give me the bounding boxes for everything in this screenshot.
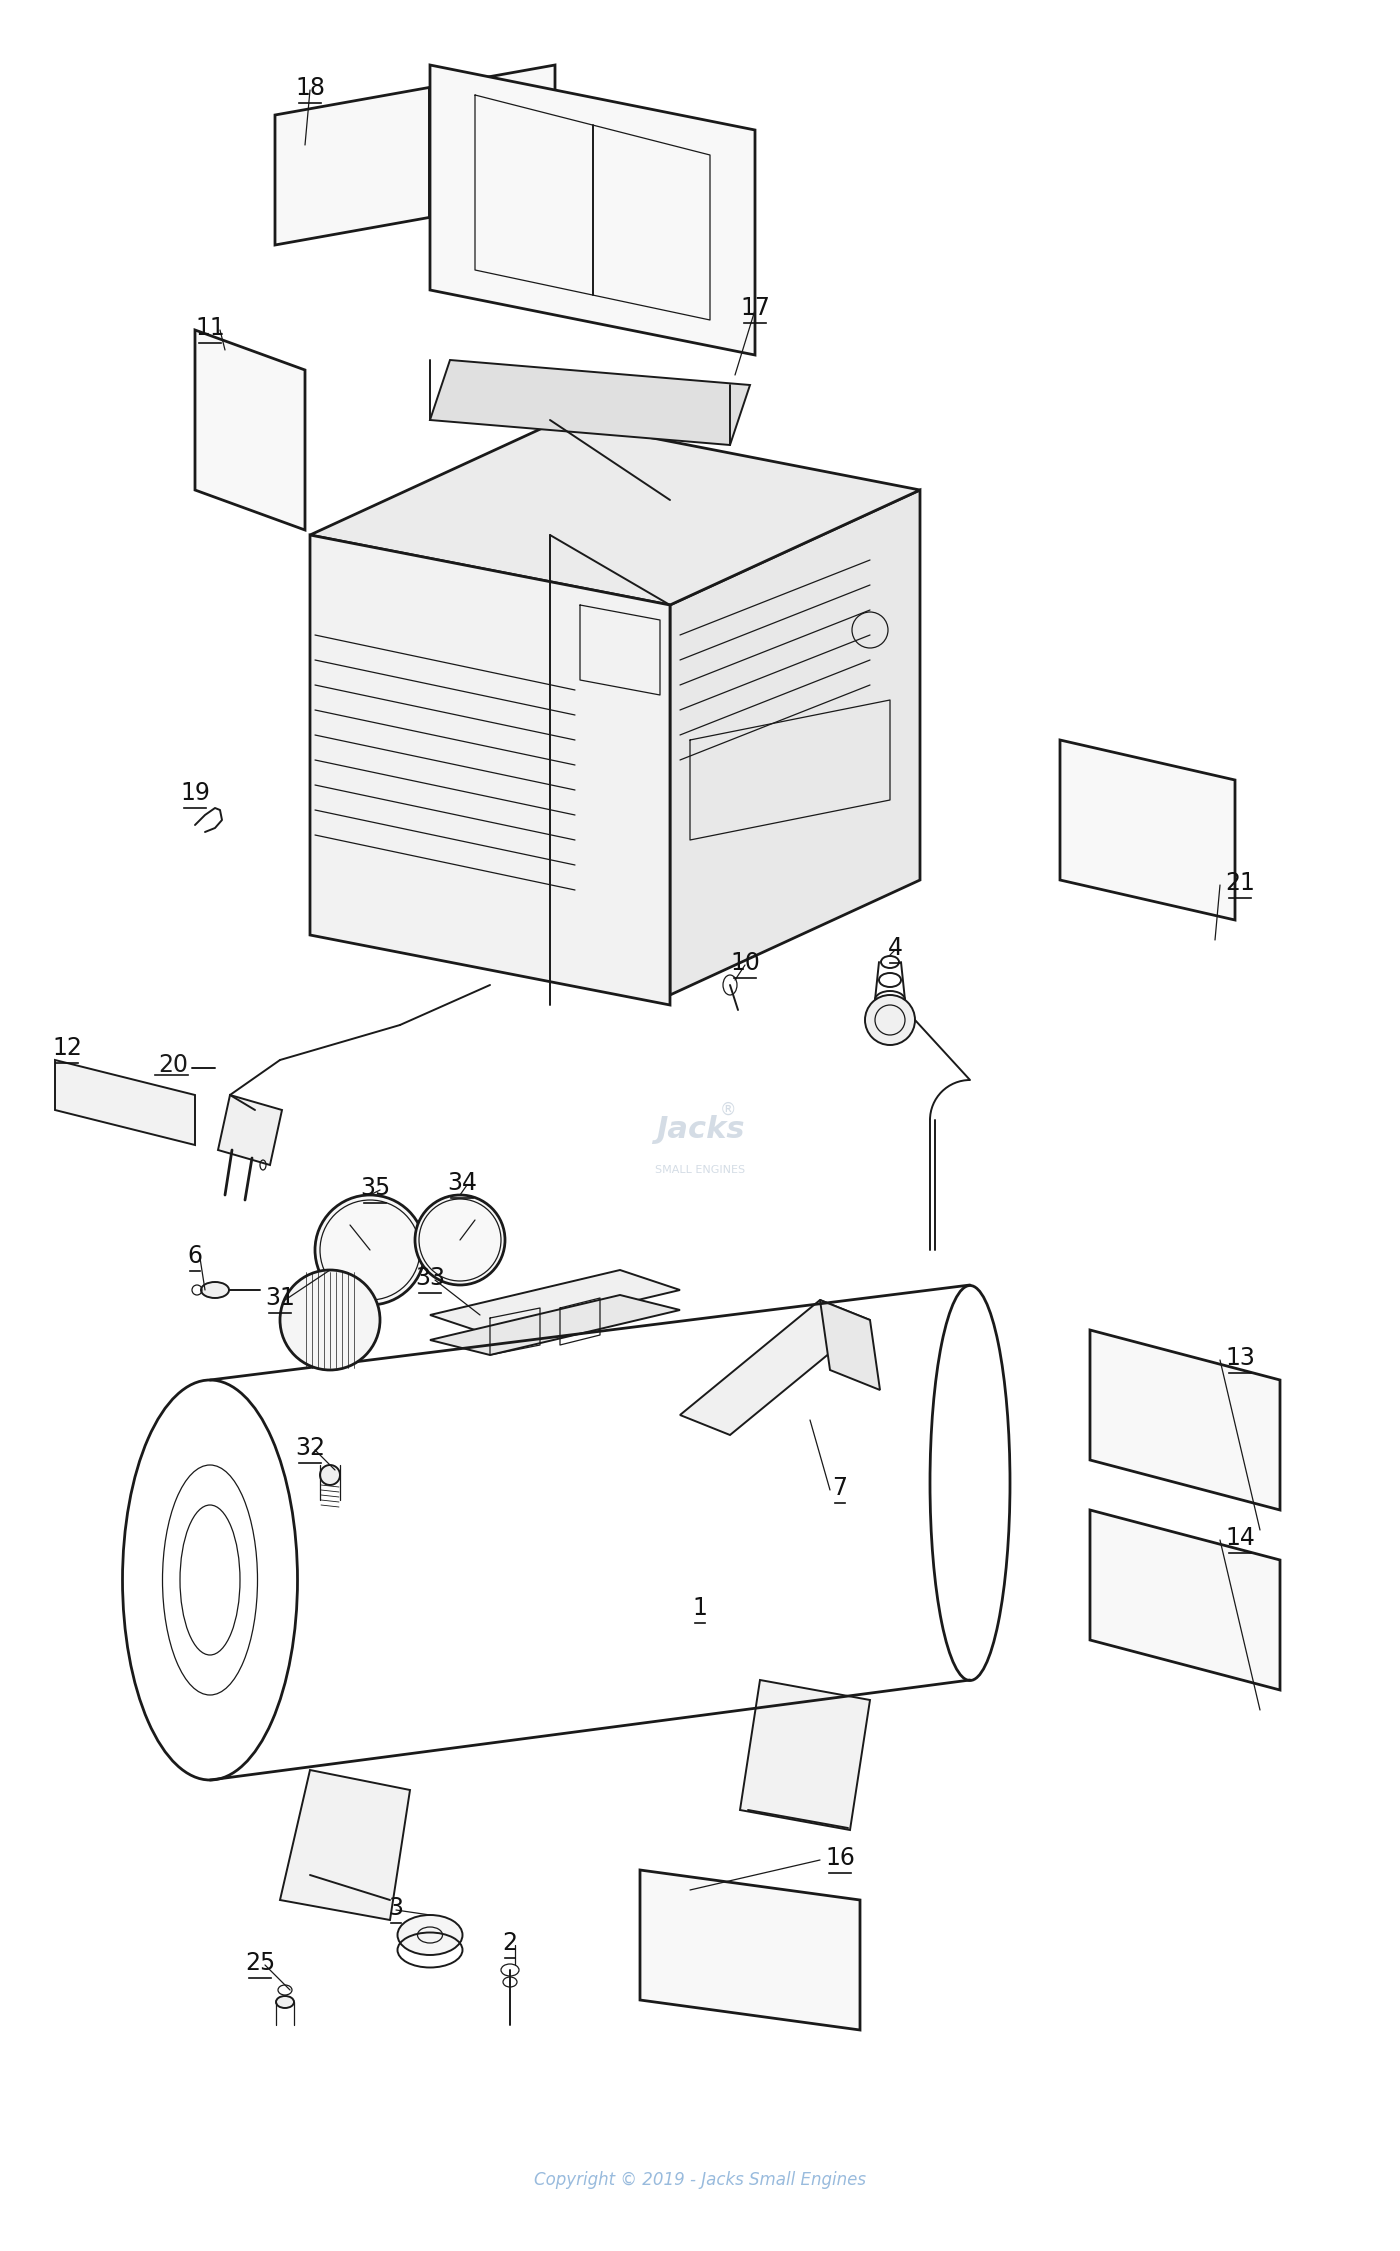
Text: 1: 1 xyxy=(693,1596,707,1621)
Text: SMALL ENGINES: SMALL ENGINES xyxy=(655,1166,745,1175)
Text: 10: 10 xyxy=(729,950,760,975)
Text: ®: ® xyxy=(720,1101,736,1119)
Text: 25: 25 xyxy=(245,1952,276,1974)
Text: 2: 2 xyxy=(503,1931,518,1956)
Text: 16: 16 xyxy=(825,1846,855,1871)
Polygon shape xyxy=(430,65,755,356)
Text: 6: 6 xyxy=(188,1245,203,1267)
Polygon shape xyxy=(671,491,920,995)
Text: 14: 14 xyxy=(1225,1526,1254,1551)
Text: 21: 21 xyxy=(1225,871,1254,896)
Text: 18: 18 xyxy=(295,77,325,99)
Text: 33: 33 xyxy=(414,1265,445,1290)
Text: Copyright © 2019 - Jacks Small Engines: Copyright © 2019 - Jacks Small Engines xyxy=(533,2170,867,2188)
Text: 12: 12 xyxy=(52,1035,83,1060)
Ellipse shape xyxy=(321,1465,340,1486)
Polygon shape xyxy=(309,421,920,606)
Ellipse shape xyxy=(280,1270,379,1371)
Polygon shape xyxy=(1091,1510,1280,1691)
Ellipse shape xyxy=(315,1195,426,1306)
Text: 19: 19 xyxy=(181,781,210,806)
Polygon shape xyxy=(1091,1330,1280,1510)
Text: 34: 34 xyxy=(447,1171,477,1195)
Ellipse shape xyxy=(865,995,916,1044)
Polygon shape xyxy=(195,331,305,529)
Text: 32: 32 xyxy=(295,1436,325,1461)
Polygon shape xyxy=(274,65,554,245)
Polygon shape xyxy=(430,1294,680,1355)
Text: 17: 17 xyxy=(741,295,770,320)
Text: 7: 7 xyxy=(833,1477,847,1499)
Polygon shape xyxy=(680,1301,869,1434)
Polygon shape xyxy=(309,536,671,1004)
Polygon shape xyxy=(1060,741,1235,921)
Polygon shape xyxy=(820,1301,881,1391)
Ellipse shape xyxy=(276,1997,294,2008)
Ellipse shape xyxy=(398,1916,462,1956)
Polygon shape xyxy=(280,1769,410,1920)
Polygon shape xyxy=(218,1094,281,1166)
Text: Jacks: Jacks xyxy=(655,1116,745,1144)
Ellipse shape xyxy=(414,1195,505,1285)
Text: 4: 4 xyxy=(888,936,903,959)
Polygon shape xyxy=(741,1679,869,1830)
Text: 11: 11 xyxy=(195,315,225,340)
Text: 31: 31 xyxy=(265,1285,295,1310)
Text: 13: 13 xyxy=(1225,1346,1254,1371)
Text: 35: 35 xyxy=(360,1175,391,1200)
Polygon shape xyxy=(430,1270,680,1335)
Polygon shape xyxy=(640,1871,860,2030)
Text: 20: 20 xyxy=(158,1053,188,1076)
Text: 3: 3 xyxy=(389,1895,403,1920)
Polygon shape xyxy=(55,1060,195,1146)
Polygon shape xyxy=(430,360,750,446)
Ellipse shape xyxy=(202,1283,230,1299)
